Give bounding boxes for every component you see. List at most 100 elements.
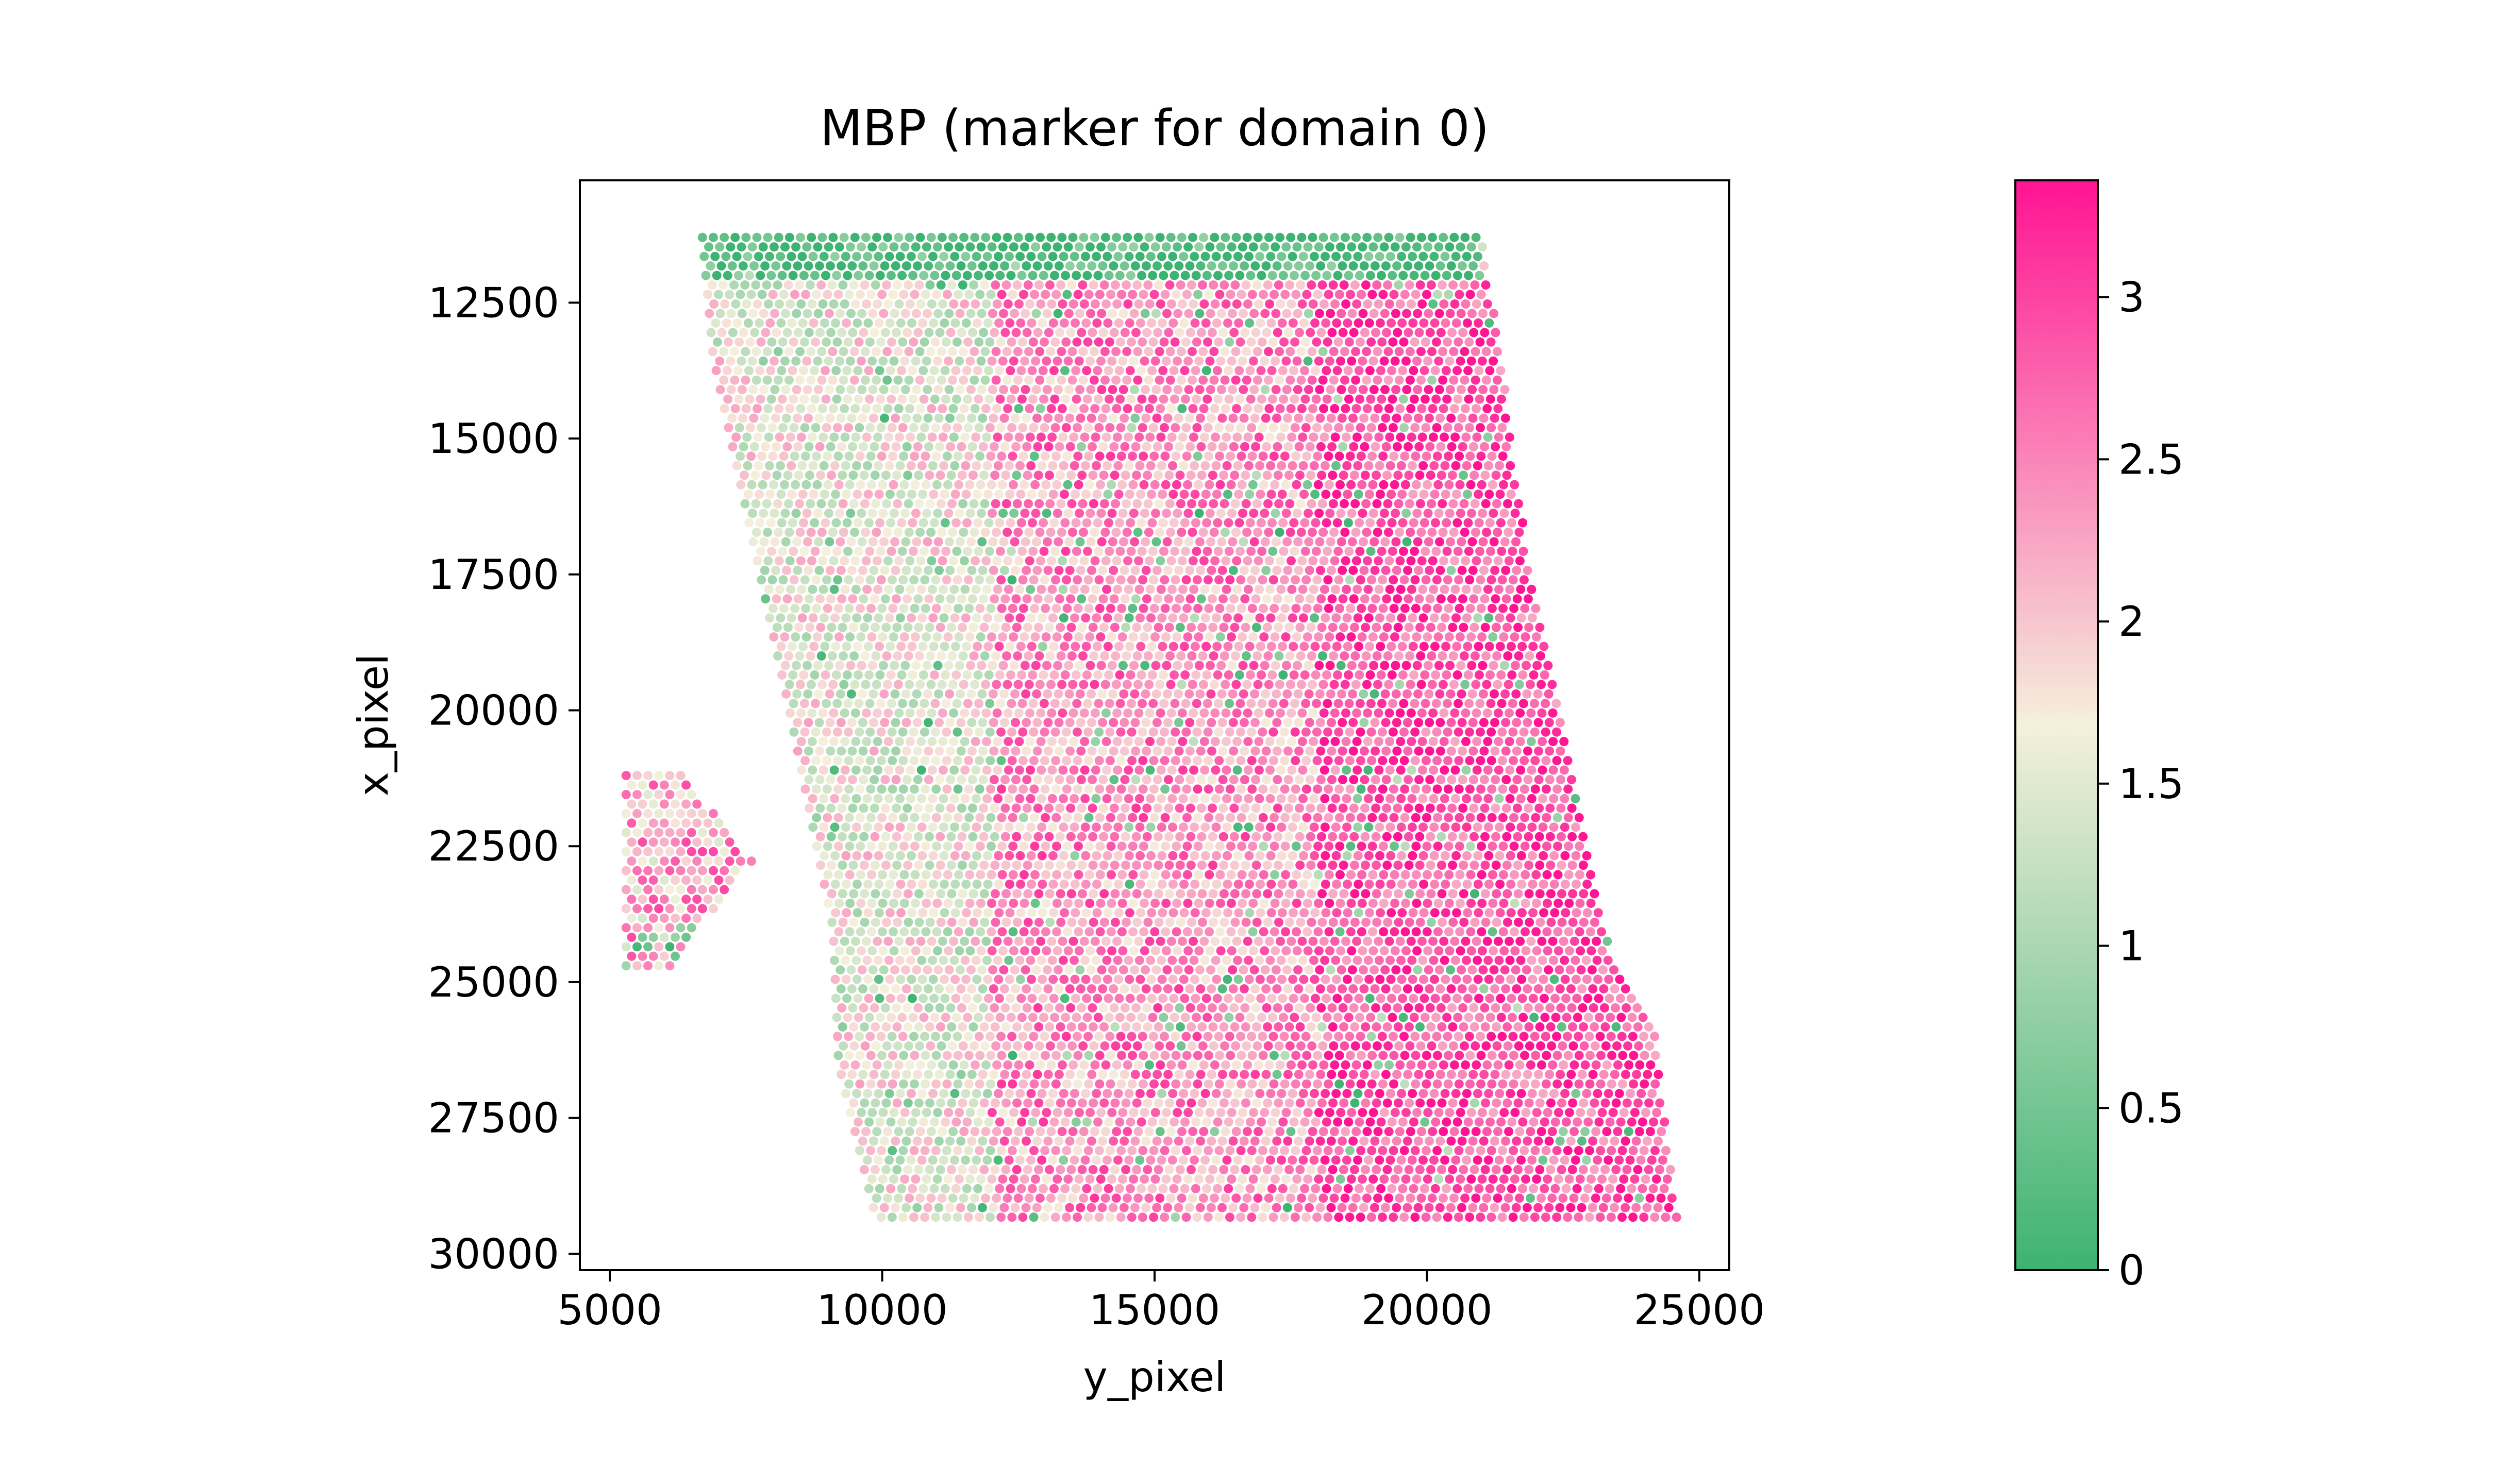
- scatter-point: [938, 737, 948, 747]
- scatter-point: [1272, 746, 1282, 756]
- scatter-point: [1246, 394, 1256, 404]
- scatter-point: [806, 528, 816, 537]
- scatter-point: [1556, 775, 1565, 784]
- scatter-point: [1400, 290, 1410, 299]
- scatter-point: [985, 699, 995, 709]
- scatter-point: [785, 404, 795, 413]
- scatter-point: [1095, 813, 1105, 822]
- scatter-point: [925, 280, 935, 290]
- scatter-point: [854, 699, 864, 709]
- scatter-point: [1396, 432, 1406, 442]
- scatter-point: [1184, 537, 1194, 547]
- scatter-point: [1243, 765, 1253, 775]
- scatter-point: [1059, 461, 1068, 470]
- scatter-point: [793, 746, 803, 756]
- scatter-point: [1326, 689, 1335, 699]
- scatter-point: [1170, 546, 1180, 556]
- scatter-point: [1051, 603, 1061, 613]
- scatter-point: [1157, 794, 1166, 803]
- scatter-point: [1347, 537, 1357, 547]
- scatter-point: [1035, 347, 1045, 357]
- scatter-point: [815, 442, 825, 451]
- scatter-point: [1185, 442, 1195, 451]
- scatter-point: [1059, 851, 1068, 861]
- scatter-point: [1122, 499, 1131, 509]
- scatter-point: [1211, 461, 1221, 470]
- scatter-point: [933, 309, 943, 318]
- scatter-point: [1134, 299, 1144, 309]
- scatter-point: [1237, 480, 1247, 490]
- scatter-point: [1399, 575, 1409, 585]
- scatter-point: [1215, 632, 1225, 642]
- scatter-point: [1073, 603, 1083, 613]
- scatter-point: [784, 375, 794, 385]
- scatter-point: [1510, 509, 1520, 518]
- scatter-point: [1063, 480, 1073, 490]
- scatter-point: [1289, 271, 1299, 280]
- scatter-point: [1182, 870, 1192, 880]
- scatter-point: [1000, 775, 1010, 784]
- scatter-point: [1393, 803, 1402, 813]
- scatter-point: [814, 261, 824, 271]
- scatter-point: [887, 699, 896, 709]
- scatter-point: [1572, 880, 1581, 889]
- scatter-point: [881, 889, 891, 899]
- scatter-point: [1054, 537, 1063, 547]
- scatter-point: [1060, 490, 1069, 499]
- scatter-point: [926, 347, 936, 357]
- scatter-point: [1390, 632, 1399, 642]
- scatter-point: [905, 232, 914, 242]
- scatter-point: [1432, 575, 1442, 585]
- scatter-point: [1026, 851, 1036, 861]
- scatter-point: [726, 385, 736, 395]
- scatter-point: [922, 632, 931, 642]
- scatter-point: [933, 661, 943, 670]
- scatter-point: [1099, 280, 1109, 290]
- scatter-point: [1017, 670, 1027, 680]
- scatter-point: [1297, 737, 1307, 747]
- scatter-point: [816, 499, 826, 509]
- scatter-point: [1324, 290, 1333, 299]
- scatter-point: [1171, 603, 1181, 613]
- scatter-point: [1247, 603, 1257, 613]
- scatter-point: [1465, 290, 1475, 299]
- scatter-point: [1003, 708, 1013, 718]
- scatter-point: [1188, 375, 1197, 385]
- scatter-point: [815, 775, 825, 784]
- scatter-point: [1268, 337, 1278, 347]
- scatter-point: [1410, 546, 1419, 556]
- scatter-point: [930, 546, 940, 556]
- scatter-point: [806, 499, 815, 509]
- scatter-point: [1209, 651, 1218, 661]
- scatter-point: [1276, 432, 1285, 442]
- scatter-point: [1494, 432, 1504, 442]
- scatter-point: [1182, 813, 1192, 822]
- scatter-point: [1247, 813, 1257, 822]
- scatter-point: [1087, 413, 1096, 423]
- scatter-point: [1154, 651, 1164, 661]
- scatter-point: [1237, 841, 1247, 851]
- scatter-point: [858, 718, 867, 728]
- scatter-point: [954, 813, 963, 822]
- scatter-point: [1461, 708, 1471, 718]
- scatter-point: [815, 803, 825, 813]
- scatter-point: [1509, 784, 1518, 794]
- scatter-point: [1443, 423, 1452, 432]
- scatter-point: [708, 347, 717, 357]
- scatter-point: [1279, 727, 1289, 737]
- scatter-point: [813, 242, 823, 252]
- scatter-point: [1116, 756, 1126, 766]
- scatter-point: [913, 261, 922, 271]
- scatter-point: [1316, 594, 1326, 604]
- scatter-point: [812, 451, 821, 461]
- scatter-point: [1171, 451, 1181, 461]
- scatter-point: [888, 841, 898, 851]
- scatter-point: [827, 280, 837, 290]
- scatter-point: [1300, 366, 1309, 376]
- scatter-point: [1447, 775, 1457, 784]
- scatter-point: [895, 432, 905, 442]
- scatter-point: [953, 784, 963, 794]
- scatter-point: [1023, 280, 1033, 290]
- scatter-point: [928, 880, 938, 889]
- scatter-point: [801, 632, 811, 642]
